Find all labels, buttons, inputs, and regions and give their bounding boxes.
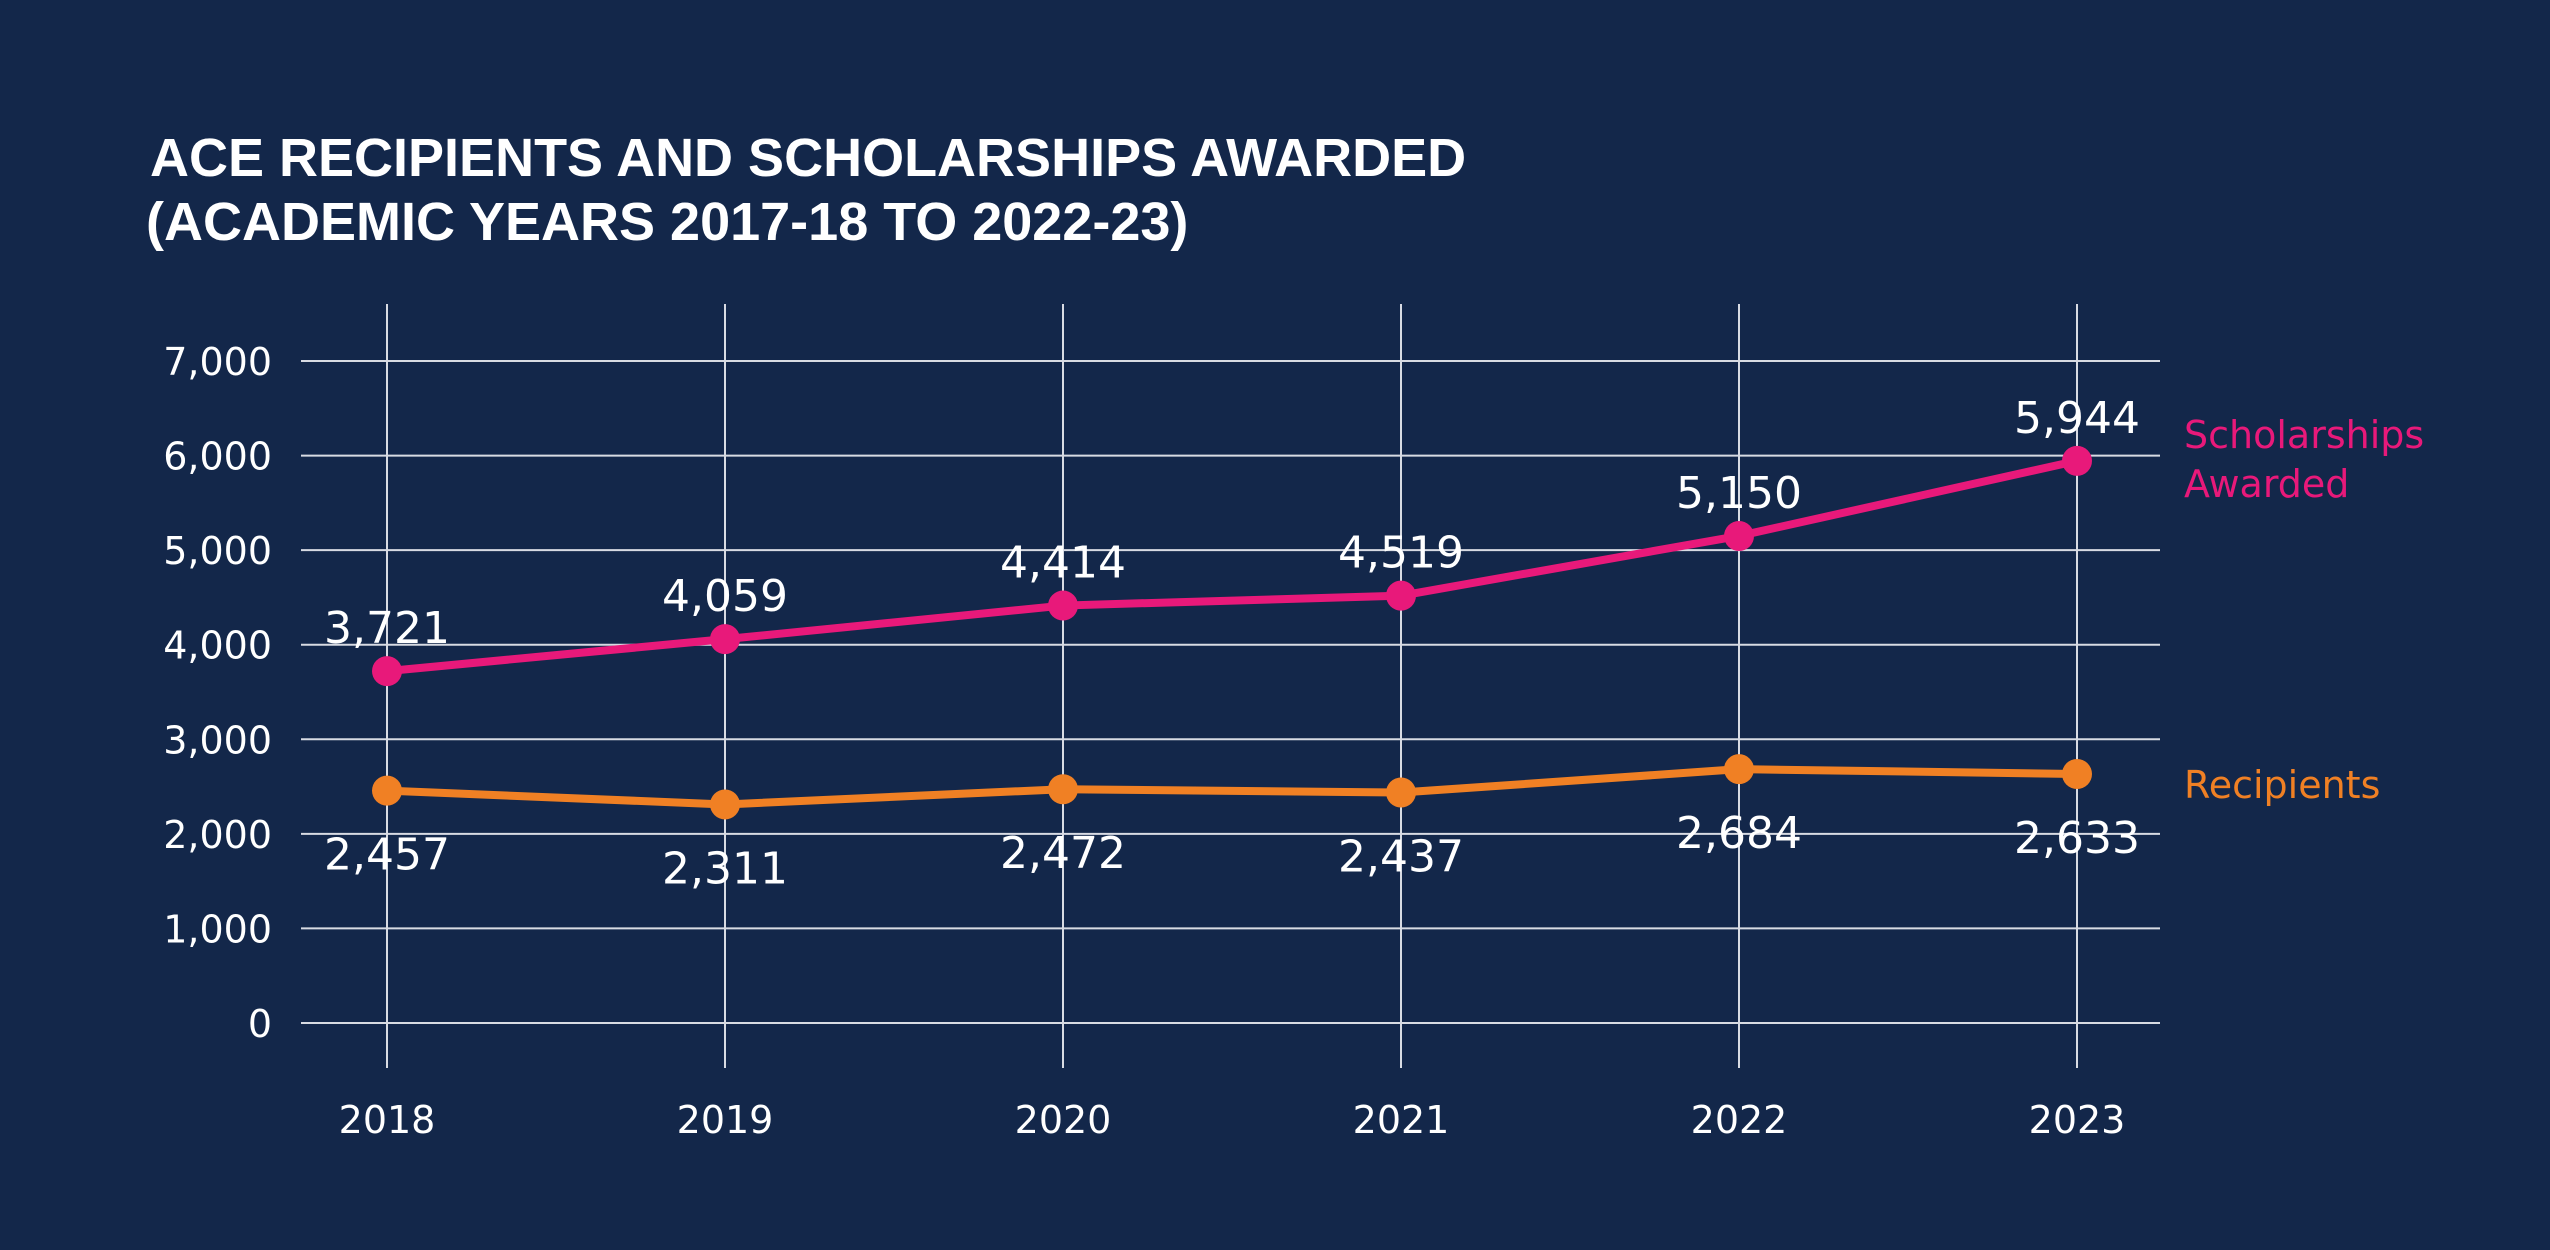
data-point <box>710 789 740 820</box>
legend: Scholarships Awarded Recipients <box>2184 413 2424 807</box>
x-tick-label: 2020 <box>1015 1098 1112 1142</box>
series-1: 2,457 2,311 2,472 2,437 2,684 2,633 <box>324 754 2140 894</box>
data-point <box>1386 777 1416 808</box>
data-point <box>1048 590 1078 621</box>
data-label: 2,633 <box>2014 813 2140 864</box>
x-tick-label: 2019 <box>677 1098 774 1142</box>
legend-label: Awarded <box>2184 462 2349 506</box>
x-tick-label: 2023 <box>2029 1098 2126 1142</box>
legend-label: Recipients <box>2184 763 2380 807</box>
legend-label: Scholarships <box>2184 413 2424 457</box>
series-0: 3,721 4,059 4,414 4,519 5,150 5,944 <box>324 393 2140 687</box>
y-tick-label: 2,000 <box>163 813 272 857</box>
data-point <box>1724 754 1754 785</box>
data-label: 2,472 <box>1000 828 1126 879</box>
data-point <box>710 624 740 655</box>
y-tick-label: 4,000 <box>163 624 272 668</box>
data-point <box>372 775 402 806</box>
data-label: 5,944 <box>2014 393 2140 444</box>
x-tick-label: 2022 <box>1691 1098 1788 1142</box>
data-label: 4,059 <box>662 571 788 622</box>
y-tick-label: 6,000 <box>163 435 272 479</box>
series-line <box>386 765 2078 809</box>
grid <box>301 304 2160 1068</box>
data-point <box>2062 445 2092 476</box>
series-line <box>386 456 2078 676</box>
x-axis: 2018 2019 2020 2021 2022 2023 <box>339 1098 2126 1142</box>
data-label: 2,457 <box>324 830 450 881</box>
y-axis: 0 1,000 2,000 3,000 4,000 5,000 6,000 7,000 <box>163 340 272 1046</box>
data-point <box>1048 774 1078 805</box>
data-point <box>1386 580 1416 611</box>
data-point <box>372 656 402 687</box>
data-point <box>2062 758 2092 789</box>
y-tick-label: 0 <box>248 1002 272 1046</box>
y-tick-label: 7,000 <box>163 340 272 384</box>
x-tick-label: 2021 <box>1353 1098 1450 1142</box>
series-group: 3,721 4,059 4,414 4,519 5,150 5,944 2,457 2,311… <box>324 393 2140 895</box>
chart-title-line-1: ACE RECIPIENTS AND SCHOLARSHIPS AWARDED <box>150 128 1466 188</box>
y-tick-label: 3,000 <box>163 718 272 762</box>
data-point <box>1724 520 1754 551</box>
data-label: 5,150 <box>1676 468 1802 519</box>
chart-title-line-2: (ACADEMIC YEARS 2017-18 TO 2022-23) <box>146 192 1188 252</box>
data-label: 2,684 <box>1676 808 1802 859</box>
y-tick-label: 1,000 <box>163 907 272 951</box>
x-tick-label: 2018 <box>339 1098 436 1142</box>
data-label: 4,414 <box>1000 538 1126 589</box>
data-label: 4,519 <box>1338 528 1464 579</box>
data-label: 2,437 <box>1338 832 1464 883</box>
data-label: 3,721 <box>324 603 450 654</box>
data-label: 2,311 <box>662 843 788 894</box>
y-tick-label: 5,000 <box>163 529 272 573</box>
